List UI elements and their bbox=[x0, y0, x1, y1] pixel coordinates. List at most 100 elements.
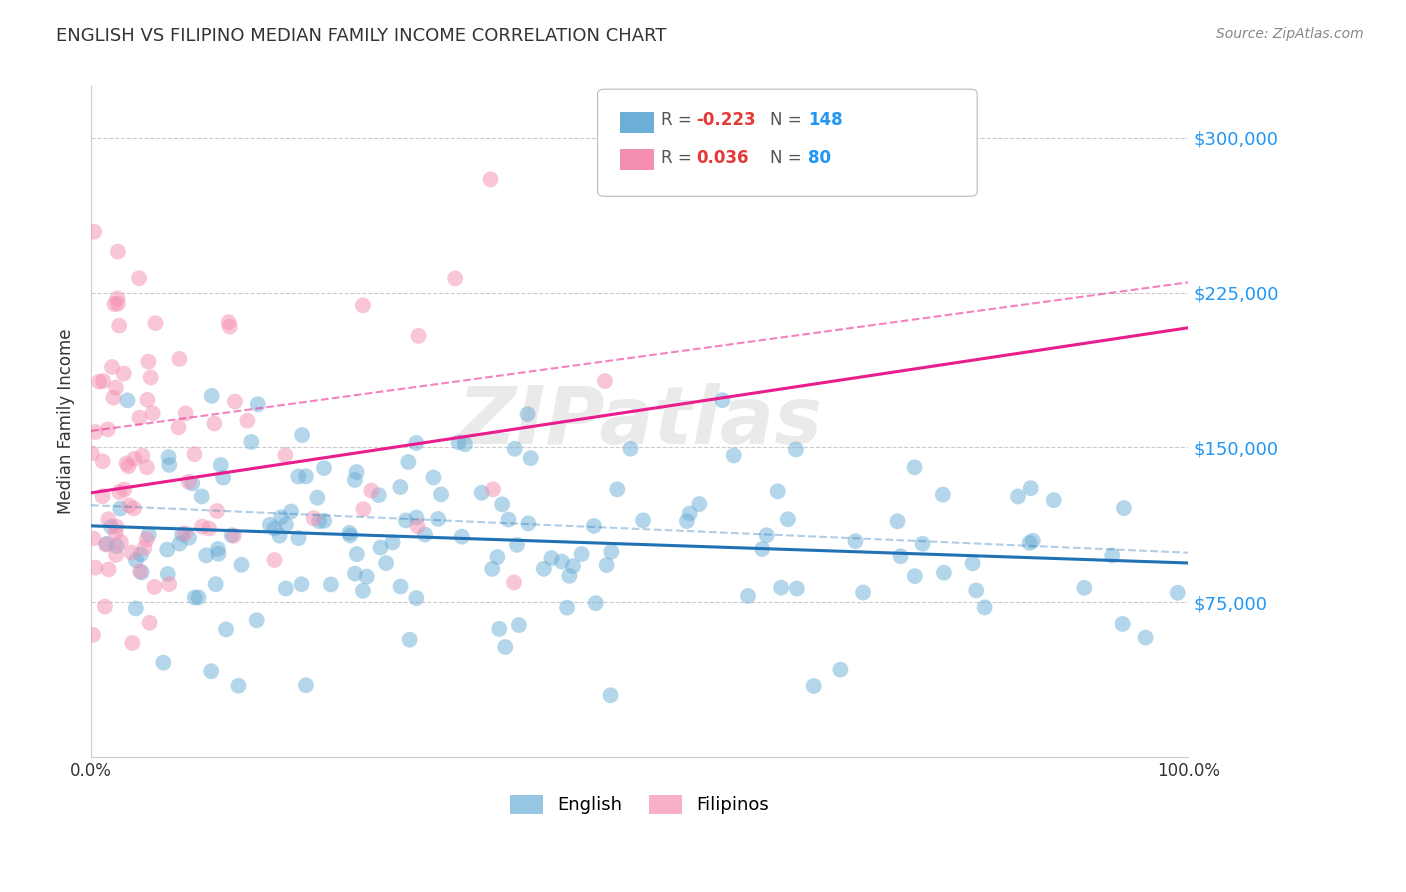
Point bbox=[80, 446, 103, 460]
Point bbox=[852, 585, 875, 599]
Point bbox=[494, 640, 516, 654]
Point bbox=[481, 562, 503, 576]
Point bbox=[82, 628, 104, 642]
Point bbox=[785, 442, 807, 457]
Point bbox=[844, 534, 866, 549]
Point bbox=[314, 514, 336, 528]
Point bbox=[595, 558, 617, 572]
Point bbox=[498, 512, 520, 526]
Point bbox=[240, 434, 263, 449]
Point bbox=[295, 678, 318, 692]
Point bbox=[181, 476, 204, 491]
Point bbox=[395, 513, 418, 527]
Point bbox=[107, 291, 129, 305]
Point bbox=[138, 354, 160, 368]
Point bbox=[932, 566, 955, 580]
Point bbox=[177, 475, 200, 489]
Point bbox=[1022, 533, 1045, 548]
Point bbox=[172, 527, 194, 541]
Point bbox=[112, 483, 135, 497]
Point bbox=[533, 562, 555, 576]
Point bbox=[398, 632, 420, 647]
Point bbox=[101, 359, 124, 374]
Text: R =: R = bbox=[661, 112, 697, 129]
Point bbox=[177, 531, 200, 545]
Point bbox=[1135, 631, 1157, 645]
Point bbox=[204, 577, 226, 591]
Point bbox=[344, 566, 367, 581]
Point bbox=[125, 553, 148, 567]
Point bbox=[125, 601, 148, 615]
Point bbox=[606, 483, 628, 497]
Text: ENGLISH VS FILIPINO MEDIAN FAMILY INCOME CORRELATION CHART: ENGLISH VS FILIPINO MEDIAN FAMILY INCOME… bbox=[56, 27, 666, 45]
Text: N =: N = bbox=[770, 149, 807, 167]
Point bbox=[207, 547, 229, 561]
Point bbox=[209, 458, 232, 472]
Point bbox=[486, 549, 509, 564]
Point bbox=[405, 591, 427, 605]
Text: ZIPatlas: ZIPatlas bbox=[457, 383, 823, 460]
Point bbox=[222, 529, 245, 543]
Point bbox=[112, 367, 135, 381]
Point bbox=[491, 497, 513, 511]
Point bbox=[360, 483, 382, 498]
Point bbox=[117, 459, 139, 474]
Point bbox=[270, 510, 292, 524]
Point bbox=[215, 623, 238, 637]
Point bbox=[139, 370, 162, 384]
Point bbox=[169, 536, 191, 550]
Point bbox=[1167, 586, 1189, 600]
Point bbox=[224, 394, 246, 409]
Point bbox=[269, 529, 291, 543]
Point bbox=[91, 489, 114, 503]
Point bbox=[408, 329, 430, 343]
Point bbox=[737, 589, 759, 603]
Point bbox=[904, 569, 927, 583]
Point bbox=[295, 469, 318, 483]
Point bbox=[91, 374, 114, 388]
Point bbox=[274, 448, 297, 462]
Point bbox=[506, 538, 529, 552]
Point bbox=[688, 497, 710, 511]
Point bbox=[201, 389, 224, 403]
Point bbox=[134, 541, 156, 555]
Point bbox=[447, 435, 470, 450]
Point bbox=[236, 414, 259, 428]
Point bbox=[174, 406, 197, 420]
Point bbox=[389, 480, 412, 494]
Point bbox=[107, 244, 129, 259]
Point bbox=[195, 549, 218, 563]
Point bbox=[540, 551, 562, 566]
Text: 0.036: 0.036 bbox=[696, 149, 748, 167]
Text: Source: ZipAtlas.com: Source: ZipAtlas.com bbox=[1216, 27, 1364, 41]
Point bbox=[138, 615, 160, 630]
Point bbox=[142, 406, 165, 420]
Point bbox=[246, 613, 269, 627]
Point bbox=[94, 538, 117, 552]
Point bbox=[571, 547, 593, 561]
Point bbox=[145, 316, 167, 330]
Point bbox=[312, 461, 335, 475]
Point bbox=[287, 469, 309, 483]
Point bbox=[600, 544, 623, 558]
Point bbox=[396, 455, 419, 469]
Point bbox=[218, 319, 240, 334]
Point bbox=[503, 442, 526, 456]
Point bbox=[84, 560, 107, 574]
Point bbox=[156, 567, 179, 582]
Point bbox=[118, 499, 141, 513]
Point bbox=[471, 485, 494, 500]
Point bbox=[1111, 616, 1133, 631]
Point bbox=[1019, 481, 1042, 495]
Point bbox=[886, 514, 908, 528]
Point bbox=[107, 296, 129, 310]
Point bbox=[356, 569, 378, 583]
Point bbox=[212, 470, 235, 484]
Point bbox=[803, 679, 825, 693]
Text: -0.223: -0.223 bbox=[696, 112, 755, 129]
Point bbox=[280, 504, 302, 518]
Point bbox=[131, 566, 153, 580]
Point bbox=[187, 591, 209, 605]
Point bbox=[370, 541, 392, 555]
Point bbox=[389, 580, 412, 594]
